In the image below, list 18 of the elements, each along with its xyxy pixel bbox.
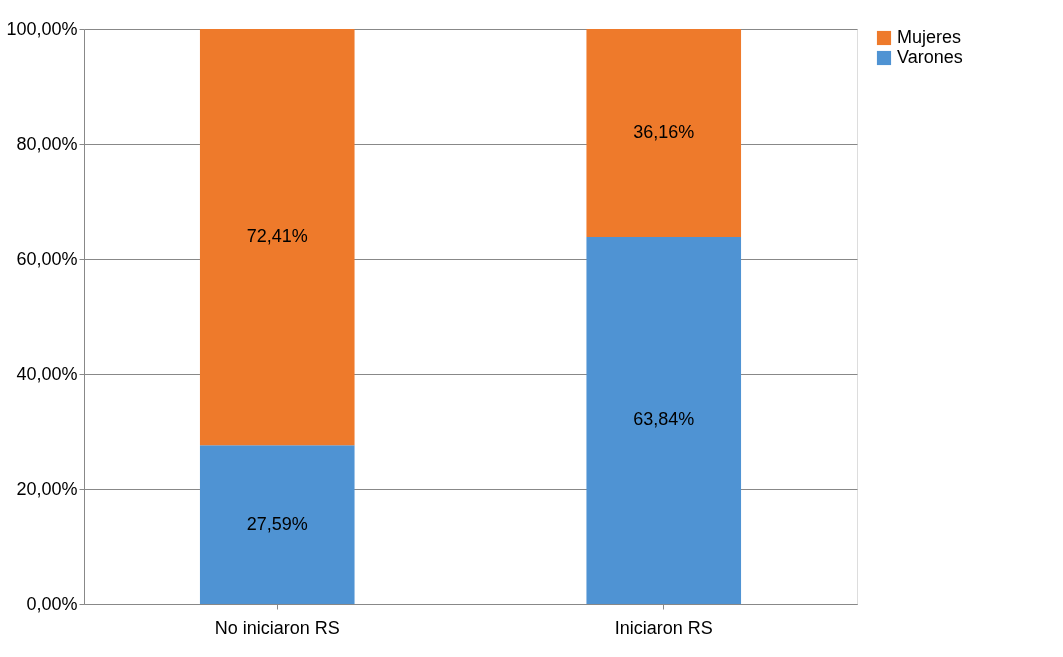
y-tick-label: 20,00% <box>16 478 78 499</box>
data-label: 27,59% <box>246 513 308 534</box>
y-tick-label: 80,00% <box>16 133 78 154</box>
y-tick-label: 60,00% <box>16 248 78 269</box>
bar <box>586 236 742 604</box>
x-tick-label: Iniciaron RS <box>614 617 713 638</box>
data-label: 63,84% <box>633 409 695 430</box>
legend-label: Varones <box>897 47 963 67</box>
bar <box>586 29 742 237</box>
data-label: 72,41% <box>246 226 308 247</box>
x-tick-label: No iniciaron RS <box>214 617 340 638</box>
legend-label: Mujeres <box>897 27 962 47</box>
y-tick-label: 100,00% <box>6 18 78 39</box>
bar <box>199 29 355 446</box>
y-tick-label: 40,00% <box>16 363 78 384</box>
bar <box>199 445 355 604</box>
y-tick-label: 0,00% <box>26 593 78 614</box>
data-label: 36,16% <box>633 121 695 142</box>
